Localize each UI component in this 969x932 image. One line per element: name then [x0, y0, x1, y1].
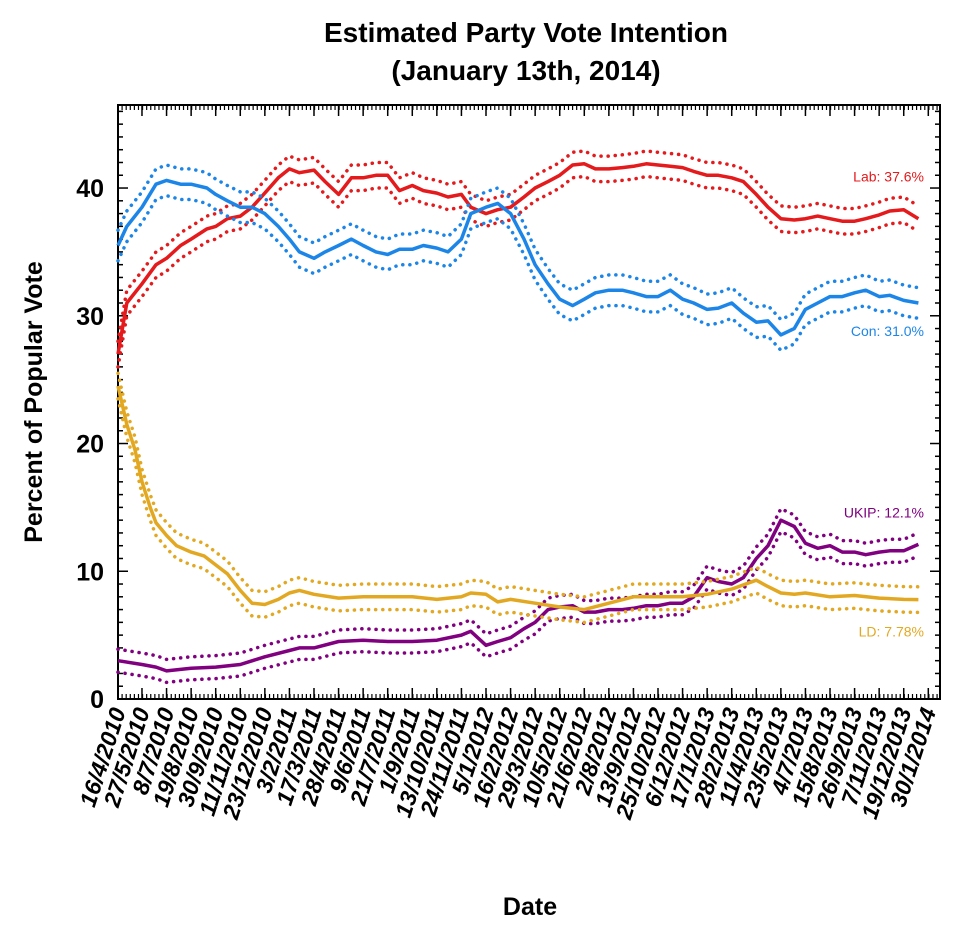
y-axis-label: Percent of Popular Vote — [20, 261, 48, 543]
y-tick-label: 10 — [76, 558, 104, 586]
ukip-lower-band — [116, 529, 921, 685]
ld-lower-band — [116, 397, 921, 625]
y-tick-label: 40 — [76, 175, 104, 203]
y-tick-label: 0 — [90, 686, 104, 714]
ukip-end-label: UKIP: 12.1% — [844, 505, 924, 521]
chart-title: Estimated Party Vote Intention — [324, 17, 728, 48]
lab-end-label: Lab: 37.6% — [853, 169, 924, 185]
x-axis-label: Date — [503, 893, 557, 921]
y-tick-label: 30 — [76, 303, 104, 331]
lab-upper-band — [116, 149, 921, 344]
ld-end-label: LD: 7.78% — [859, 623, 924, 639]
ld-series-line — [116, 385, 919, 612]
series-lines — [116, 149, 921, 685]
con-series-line — [116, 178, 919, 337]
axis-ticks — [117, 105, 940, 700]
lab-lower-band — [116, 174, 921, 369]
y-tick-label: 20 — [76, 431, 104, 459]
con-end-label: Con: 31.0% — [851, 323, 924, 339]
plot-area-frame — [117, 104, 941, 700]
ld-upper-band — [116, 371, 921, 599]
ukip-series-line — [117, 518, 920, 673]
chart-subtitle: (January 13th, 2014) — [391, 55, 660, 86]
ukip-upper-band — [116, 506, 921, 662]
